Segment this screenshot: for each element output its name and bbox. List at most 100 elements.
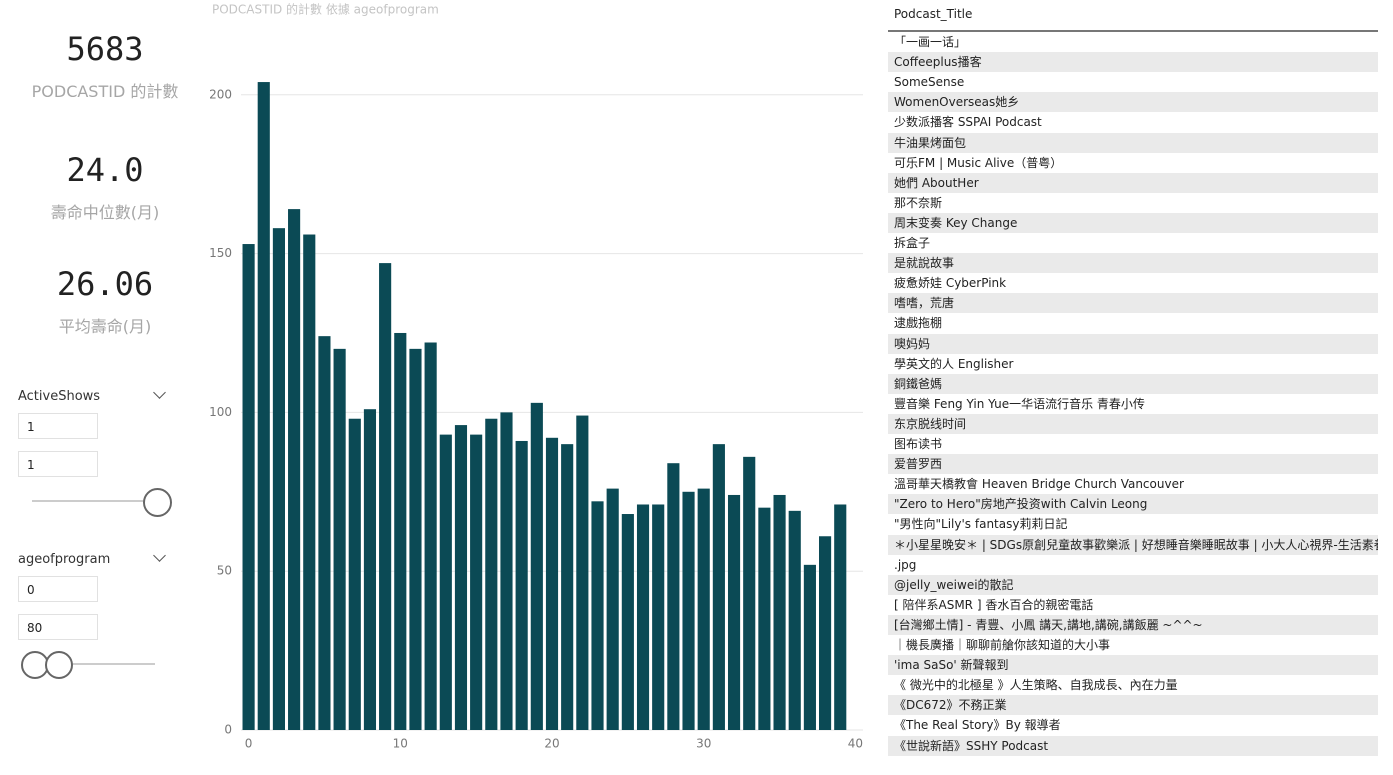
bar (348, 418, 361, 730)
bar (834, 504, 847, 730)
slicer-title: ActiveShows (18, 389, 101, 404)
x-tick-label: 20 (544, 737, 559, 751)
table-row: ｜機長廣播｜聊聊前艙你該知道的大小事 (888, 635, 1378, 655)
table-row: 少数派播客 SSPAI Podcast (888, 112, 1378, 133)
bar (485, 418, 498, 730)
bar (394, 332, 407, 730)
table-row: 學英文的人 Englisher (888, 353, 1378, 374)
table-row: 《DC672》不務正業 (888, 695, 1378, 716)
bar (409, 348, 422, 730)
x-tick-label: 30 (696, 737, 711, 751)
bar (712, 444, 725, 730)
table-row: 她們 AboutHer (888, 172, 1378, 193)
slicer-input[interactable]: 1 (18, 413, 98, 439)
bar (621, 514, 634, 730)
table-row: 《The Real Story》By 報導者 (888, 715, 1378, 736)
bar (257, 82, 270, 731)
card-label: 壽命中位數(月) (50, 203, 160, 222)
table-row: 嗜嗜，荒唐 (888, 293, 1378, 314)
table-row: 噢妈妈 (888, 333, 1378, 354)
table-row: 爱普罗西 (888, 454, 1378, 475)
slicer-title: ageofprogram (18, 552, 111, 567)
slicer-input[interactable]: 1 (18, 451, 98, 477)
slider-handle[interactable] (45, 651, 73, 679)
y-tick-label: 200 (209, 87, 232, 101)
table-row: 图布读书 (888, 434, 1378, 454)
table-row: 周末变奏 Key Change (888, 212, 1378, 233)
table-row: 'ima SaSo' 新聲報到 (888, 655, 1378, 676)
bar (788, 510, 801, 730)
bar (424, 342, 437, 730)
table-row: 那不奈斯 (888, 192, 1378, 213)
card-label: PODCASTID 的計數 (31, 82, 179, 101)
bar (667, 463, 680, 730)
slicer-dropdown[interactable] (153, 549, 166, 562)
slicer-dropdown[interactable] (153, 386, 166, 399)
slicer-input[interactable]: 80 (18, 614, 98, 640)
table-row: "男性向"Lily's fantasy莉莉日記 (888, 514, 1378, 535)
table-row: SomeSense (888, 72, 1378, 93)
bar (576, 415, 589, 730)
bar (652, 504, 665, 730)
slider-track (32, 500, 162, 502)
table-row: [ 陪伴系ASMR ] 香水百合的親密電話 (888, 594, 1378, 615)
bar (773, 494, 786, 730)
slicer-input[interactable]: 0 (18, 576, 98, 602)
bar (743, 456, 756, 730)
table-row: 东京脱线时间 (888, 413, 1378, 434)
bar (318, 336, 331, 730)
bar (439, 434, 452, 730)
table-row: WomenOverseas她乡 (888, 92, 1378, 113)
bar (272, 228, 285, 730)
table-row: "Zero to Hero"房地产投资with Calvin Leong (888, 494, 1378, 515)
bar (803, 564, 816, 730)
bar (363, 409, 377, 730)
bar (545, 437, 559, 730)
bar (636, 504, 650, 730)
table-row: 牛油果烤面包 (888, 132, 1378, 153)
x-tick-label: 40 (848, 737, 863, 751)
table-header: Podcast_Title (894, 7, 973, 21)
x-tick-label: 10 (393, 737, 408, 751)
chart-title: PODCASTID 的計數 依據 ageofprogram (212, 2, 439, 17)
bar (303, 234, 316, 730)
bar (682, 491, 695, 730)
bar (727, 494, 741, 730)
table-row: [台灣鄉土情] - 青豐、小鳳 講天,講地,講碗,講飯麗 ~^^~ (888, 614, 1378, 635)
bar (530, 402, 543, 730)
bar (515, 440, 528, 730)
table-row: 可乐FM | Music Alive（普粤） (888, 152, 1378, 173)
table-row: Coffeeplus播客 (888, 52, 1378, 73)
card-value: 5683 (66, 30, 144, 68)
table-row: 「一画一话」 (888, 32, 1378, 52)
table-row: 銅鐵爸媽 (888, 373, 1378, 394)
bar (606, 488, 619, 730)
bar (242, 244, 255, 731)
table-row: 疲惫娇娃 CyberPink (888, 273, 1378, 294)
slider-handle[interactable] (143, 488, 172, 517)
table-row: 溫哥華天橋教會 Heaven Bridge Church Vancouver (888, 474, 1378, 495)
y-tick-label: 100 (209, 405, 232, 419)
y-tick-label: 150 (209, 246, 232, 260)
table-row: 豐音樂 Feng Yin Yue一华语流行音乐 青春小传 (888, 393, 1378, 414)
y-tick-label: 50 (217, 564, 232, 578)
table-row: 逮戲拖棚 (888, 313, 1378, 334)
table-row: .jpg (888, 554, 1378, 575)
table-row: @jelly_weiwei的散記 (888, 574, 1378, 595)
bar (470, 434, 483, 730)
bar (500, 412, 513, 730)
table-row: 是就說故事 (888, 253, 1378, 274)
bar (758, 507, 771, 730)
card-value: 24.0 (66, 151, 144, 189)
bar (591, 501, 604, 730)
chart: PODCASTID 的計數 依據 ageofprogram 0 50 100 150 2… (209, 2, 863, 751)
table-row: 拆盒子 (888, 233, 1378, 253)
header-rule (888, 30, 1378, 32)
bar (379, 263, 392, 730)
bar (288, 209, 301, 731)
bar (819, 536, 832, 730)
bar (697, 488, 710, 730)
y-tick-label: 0 (224, 723, 232, 737)
card-label: 平均壽命(月) (58, 317, 152, 336)
